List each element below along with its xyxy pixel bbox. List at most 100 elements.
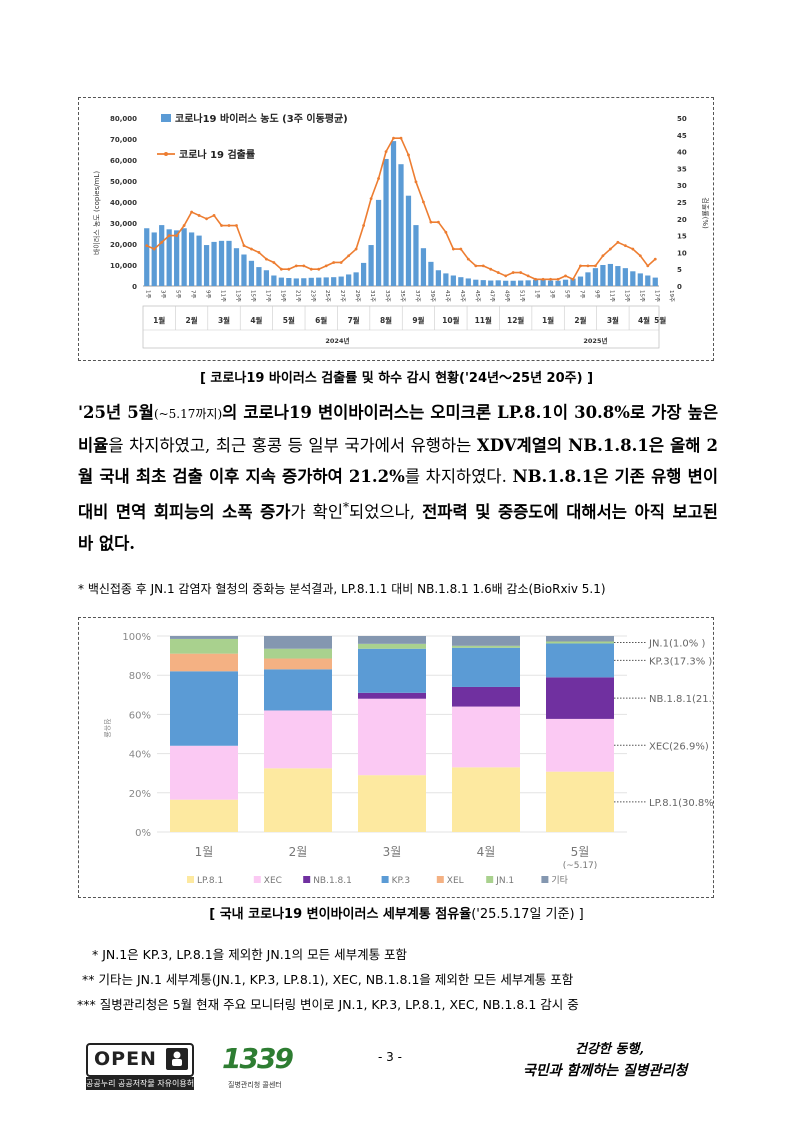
detection-rate-point [571, 277, 575, 281]
concentration-bar [271, 275, 277, 286]
concentration-bar [226, 240, 232, 286]
detection-rate-point [564, 274, 567, 278]
detection-rate-point [175, 234, 179, 238]
concentration-bar [308, 277, 314, 286]
x-week-label: 41주 [444, 290, 451, 302]
detection-rate-point [496, 271, 500, 274]
x-week-label: 1주 [534, 290, 541, 299]
detection-rate-point [279, 267, 283, 271]
concentration-bar [346, 274, 352, 286]
concentration-bar [645, 275, 651, 286]
legend-label: XEC [264, 876, 282, 886]
x-category-label: 4월 [477, 845, 496, 859]
concentration-bar [435, 270, 442, 286]
detection-rate-point [638, 254, 642, 258]
x-week-label: 19주 [279, 290, 286, 302]
x-week-label: 15주 [638, 290, 645, 302]
legend-swatch [187, 876, 194, 883]
para-part: NB.1.8.1은 기존 유행 변이 대비 면역 회피능의 소폭 증가 [78, 467, 718, 522]
x-week-label: 1주 [145, 290, 152, 299]
stacked-segment [170, 799, 238, 832]
legend-label: KP.3 [392, 876, 411, 886]
x-axis-month-frame [142, 305, 660, 349]
stacked-segment [358, 643, 426, 649]
y-tick-left: 50,000 [110, 178, 137, 186]
legend-bar-label: 코로나19 바이러스 농도 (3주 이동평균) [175, 112, 348, 125]
x-week-label: 21주 [294, 290, 301, 302]
concentration-bar [316, 277, 322, 286]
detection-rate-point [250, 247, 253, 251]
slogan-line1: 건강한 동행, [575, 1042, 644, 1057]
stacked-segment [264, 648, 332, 659]
open-license-logo: OPEN 공공누리 공공저작물 자유이용허락 [86, 1043, 194, 1091]
x-month-label: 4월 [638, 315, 650, 325]
x-month-label: 5월 [654, 315, 666, 325]
detection-rate-point [504, 274, 508, 278]
legend-label: 기타 [551, 875, 568, 886]
detection-rate-point [594, 264, 597, 268]
y-tick-label: 80% [129, 671, 151, 682]
detection-rate-point [369, 197, 373, 201]
x-week-label: 9주 [205, 290, 212, 299]
y-tick-right: 15 [677, 233, 687, 241]
concentration-bar [525, 280, 531, 286]
y-tick-right: 40 [677, 149, 687, 157]
detection-rate-point [511, 271, 515, 274]
x-month-label: 3월 [218, 315, 230, 325]
detection-rate-point [294, 264, 298, 268]
stacked-segment [358, 775, 426, 832]
x-month-label: 1월 [153, 315, 165, 325]
detection-rate-point [309, 267, 313, 271]
detection-rate-point [489, 267, 493, 271]
stacked-segment [452, 686, 520, 707]
detection-rate-point [384, 150, 388, 153]
concentration-bar [196, 235, 202, 286]
detection-rate-point [653, 257, 657, 261]
x-month-label: 5월 [283, 315, 295, 325]
legend-swatch [303, 876, 311, 883]
legend-swatch [436, 876, 444, 883]
detection-rate-point [579, 264, 582, 268]
detection-rate-point [646, 264, 650, 268]
detection-rate-point [182, 224, 186, 227]
detection-rate-point [272, 261, 276, 264]
y-tick-left: 80,000 [110, 115, 137, 123]
legend-label: JN.1 [495, 876, 514, 886]
legend-bar-swatch [161, 114, 171, 122]
concentration-bar [338, 276, 344, 286]
stacked-segment [452, 636, 520, 646]
x-week-label: 23주 [309, 290, 316, 302]
x-week-label: 11주 [220, 290, 227, 302]
stacked-segment [170, 671, 238, 746]
y-tick-left: 0 [132, 283, 137, 291]
y-axis-label: 점유율 [103, 718, 111, 738]
y-axis-label-left: 바이러스 농도 (copies/mL) [92, 171, 101, 255]
detection-rate-point [444, 230, 448, 234]
legend-swatch [541, 876, 549, 883]
main-paragraph: '25년 5월(~5.17까지)의 코로나19 변이바이러스는 오미크론 LP.… [78, 397, 718, 559]
stacked-segment [170, 653, 238, 672]
y-tick-left: 40,000 [110, 199, 137, 207]
concentration-bar [547, 280, 554, 286]
detection-rate-point [354, 247, 358, 251]
concentration-bar [188, 232, 195, 286]
slogan-line2: 국민과 함께하는 질병관리청 [523, 1063, 688, 1079]
x-week-label: 5주 [175, 290, 182, 299]
detection-rate-point [145, 244, 149, 248]
legend-label: XEL [447, 876, 464, 886]
year-label-2024: 2024년 [325, 336, 349, 345]
concentration-bar [301, 278, 307, 286]
legend-swatch [253, 876, 261, 883]
x-month-label: 6월 [315, 315, 327, 325]
concentration-bar [585, 272, 591, 286]
x-week-label: 7주 [190, 290, 197, 299]
y-tick-right: 30 [677, 182, 687, 190]
concentration-bar [420, 248, 427, 286]
y-tick-right: 25 [677, 199, 687, 207]
stacked-segment [170, 745, 238, 800]
detection-rate-point [377, 177, 380, 180]
concentration-bar [652, 277, 658, 286]
open-sub: 공공누리 공공저작물 자유이용허락 [86, 1077, 194, 1090]
concentration-bar [428, 261, 434, 286]
x-week-label: 11주 [608, 290, 615, 302]
